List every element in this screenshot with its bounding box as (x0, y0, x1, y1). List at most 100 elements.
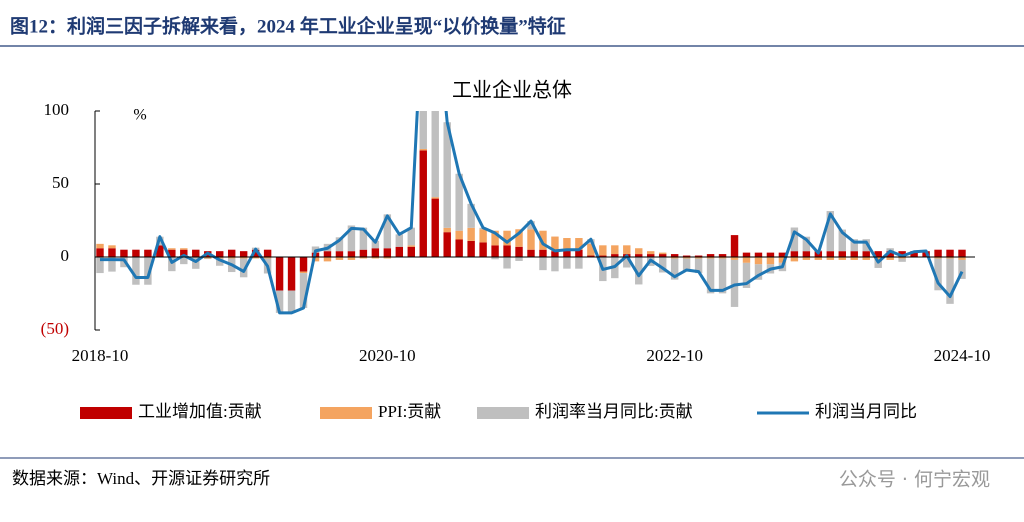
bar (288, 291, 295, 313)
bar (623, 245, 630, 254)
y-tick-label: 50 (52, 173, 69, 192)
bar (563, 238, 570, 250)
bar (216, 251, 223, 257)
bar (144, 250, 151, 257)
y-tick-label: 0 (61, 246, 70, 265)
bar (264, 250, 271, 257)
bar (767, 257, 774, 264)
bar (108, 245, 115, 248)
source: 数据来源：Wind、开源证券研究所 (12, 469, 270, 488)
x-tick-label: 2024-10 (934, 346, 991, 365)
bar (491, 245, 498, 257)
bar (551, 257, 558, 271)
bar (372, 248, 379, 257)
bar (300, 257, 307, 272)
bar (467, 241, 474, 257)
bar (647, 251, 654, 254)
bar (420, 149, 427, 150)
y-unit: % (133, 107, 146, 124)
bar (958, 250, 965, 257)
bar (755, 253, 762, 257)
bar (132, 257, 139, 285)
bar (851, 251, 858, 257)
bar (635, 248, 642, 254)
bar (863, 251, 870, 257)
bar (479, 229, 486, 242)
bar (96, 248, 103, 257)
bar (120, 250, 127, 257)
bar (539, 257, 546, 270)
legend-swatch (80, 407, 132, 419)
watermark: 公众号 · 何宁宏观 (839, 469, 990, 491)
bar (408, 245, 415, 246)
y-tick-label: (50) (41, 319, 69, 338)
bar (132, 250, 139, 257)
bar (898, 258, 905, 261)
bar (240, 251, 247, 257)
bar (432, 197, 439, 198)
bar (324, 257, 331, 261)
bar (455, 231, 462, 240)
bar (479, 242, 486, 257)
bar (96, 244, 103, 248)
bar (527, 229, 534, 249)
legend-label: 利润率当月同比:贡献 (535, 402, 693, 421)
legend-label: PPI:贡献 (378, 402, 441, 421)
bar (455, 239, 462, 257)
bar (336, 251, 343, 257)
bar (791, 251, 798, 257)
bar (396, 247, 403, 257)
bar (432, 199, 439, 257)
y-tick-label: 100 (44, 100, 70, 119)
bar (767, 253, 774, 257)
bar (827, 251, 834, 257)
bar (743, 253, 750, 257)
chart-title: 工业企业总体 (452, 79, 572, 102)
bar (791, 257, 798, 261)
bar (934, 250, 941, 257)
bar (228, 250, 235, 257)
bar (503, 245, 510, 257)
bar (348, 251, 355, 257)
bar (503, 257, 510, 269)
bar (360, 250, 367, 257)
bar (599, 245, 606, 255)
bar (192, 250, 199, 257)
bar (743, 257, 750, 263)
x-tick-label: 2020-10 (359, 346, 416, 365)
bar (408, 247, 415, 257)
bar (276, 257, 283, 291)
bar (755, 257, 762, 264)
legend-label: 利润当月同比 (815, 402, 917, 421)
legend-label: 工业增加值:贡献 (138, 402, 262, 421)
bar (300, 272, 307, 273)
bar (527, 250, 534, 257)
x-tick-label: 2018-10 (72, 346, 129, 365)
bar (467, 228, 474, 241)
bar (515, 257, 522, 261)
bar (539, 250, 546, 257)
bar (515, 247, 522, 257)
bar (168, 248, 175, 249)
bar (180, 248, 187, 249)
bar (839, 251, 846, 257)
figure-header: 图12：利润三因子拆解来看，2024 年工业企业呈现“以价换量”特征 (10, 14, 566, 37)
bar (611, 245, 618, 254)
bar (420, 150, 427, 257)
bar (108, 248, 115, 257)
bar (575, 257, 582, 269)
legend-swatch (320, 407, 372, 419)
bar (803, 251, 810, 257)
bar (396, 234, 403, 246)
bar (204, 258, 211, 259)
bar (324, 251, 331, 257)
bar (384, 248, 391, 257)
bar (946, 250, 953, 257)
bar (288, 257, 295, 291)
bar (659, 253, 666, 254)
bar (563, 257, 570, 269)
bar (731, 235, 738, 257)
bar (443, 228, 450, 232)
x-tick-label: 2022-10 (646, 346, 703, 365)
